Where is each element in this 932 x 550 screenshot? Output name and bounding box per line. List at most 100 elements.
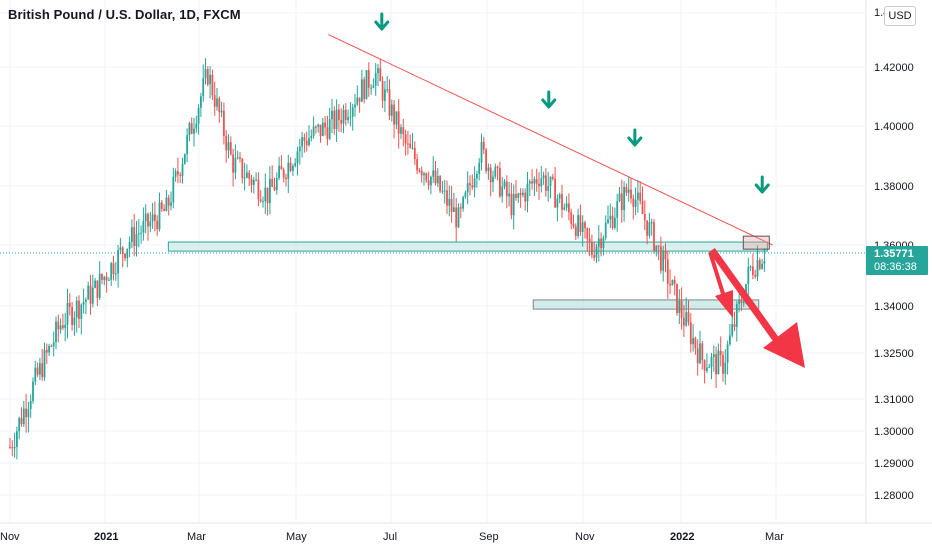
- candle-body: [657, 245, 660, 247]
- candle-body: [271, 178, 274, 187]
- candle-body: [565, 203, 568, 208]
- price-tick-label: 1.28000: [874, 490, 914, 502]
- candle-body: [128, 241, 131, 249]
- candle-body: [482, 141, 485, 150]
- candle-body: [64, 324, 67, 328]
- candle-body: [747, 266, 750, 285]
- time-tick-label: Nov: [575, 531, 595, 543]
- candle-body: [678, 300, 681, 314]
- candle-body: [551, 176, 554, 179]
- candle-body: [669, 283, 671, 286]
- candle-body: [614, 217, 616, 228]
- candle-body: [172, 176, 175, 203]
- candle-body: [694, 338, 697, 349]
- candle-body: [365, 70, 368, 100]
- candle-body: [9, 447, 11, 448]
- candle-body: [89, 285, 92, 304]
- currency-button[interactable]: USD: [884, 6, 916, 26]
- candle-body: [752, 266, 754, 275]
- candle-body: [623, 186, 625, 211]
- candle-body: [409, 143, 412, 148]
- candle-body: [303, 137, 306, 141]
- candle-body: [18, 418, 21, 432]
- candle-body: [395, 111, 398, 125]
- candle-body: [630, 189, 632, 199]
- projection-arrow-short-shaft: [708, 251, 727, 301]
- candle-body: [363, 79, 366, 100]
- candle-body: [105, 276, 108, 281]
- candle-body: [588, 238, 591, 243]
- candle-body: [379, 68, 382, 82]
- candle-body: [158, 202, 161, 230]
- candle-body: [558, 194, 561, 199]
- candle-body: [315, 126, 317, 128]
- candle-body: [289, 162, 292, 171]
- candle-body: [223, 110, 225, 137]
- candle-body: [305, 140, 308, 146]
- candle-body: [298, 146, 301, 152]
- candle-body: [110, 263, 113, 280]
- candle-body: [680, 300, 683, 318]
- candle-body: [39, 363, 41, 375]
- time-tick-label: 2021: [94, 531, 118, 543]
- candle-body: [756, 260, 759, 277]
- candle-body: [522, 192, 524, 196]
- candle-body: [393, 104, 395, 125]
- candle-body: [372, 85, 375, 88]
- candle-body: [377, 68, 379, 74]
- candle-body: [94, 280, 96, 288]
- candle-body: [404, 134, 407, 144]
- candle-body: [683, 317, 685, 326]
- candle-body: [547, 186, 550, 191]
- symbol-title[interactable]: British Pound / U.S. Dollar, 1D, FXCM: [8, 7, 241, 22]
- candle-body: [59, 325, 62, 330]
- candle-body: [216, 98, 218, 107]
- candle-body: [103, 276, 106, 280]
- candle-body: [738, 300, 740, 305]
- candle-body: [618, 193, 621, 202]
- time-axis[interactable]: Nov 2021 Mar May Jul Sep Nov 2022 Mar: [0, 531, 784, 543]
- candle-body: [692, 338, 694, 345]
- candle-body: [729, 335, 731, 345]
- candle-body: [36, 367, 39, 375]
- candle-body: [450, 198, 453, 212]
- time-tick-label: Nov: [0, 531, 20, 543]
- candle-body: [250, 178, 253, 185]
- candle-body: [287, 162, 290, 180]
- candle-body: [572, 223, 575, 227]
- candle-body: [328, 119, 331, 139]
- candle-body: [586, 228, 589, 239]
- candle-body: [676, 283, 678, 314]
- candle-body: [149, 221, 152, 227]
- candle-body: [310, 135, 313, 139]
- candle-body: [354, 104, 356, 108]
- support-zone: [167, 241, 768, 252]
- candle-body: [384, 89, 386, 101]
- candle-body: [650, 222, 653, 224]
- candle-body: [87, 285, 90, 300]
- candle-body: [342, 109, 345, 124]
- candle-body: [186, 135, 188, 154]
- candle-body: [545, 175, 547, 191]
- arrow-down-head: [374, 20, 390, 31]
- candle-body: [540, 178, 543, 187]
- candle-body: [579, 215, 582, 233]
- candle-body: [478, 162, 481, 174]
- breakout-box: [742, 235, 770, 250]
- candle-body: [225, 136, 228, 151]
- candle-body: [505, 181, 508, 197]
- candle-body: [147, 213, 149, 227]
- candle-body: [156, 220, 159, 230]
- candle-body: [574, 226, 577, 237]
- price-tick-label: 1.30000: [874, 426, 914, 438]
- candle-body: [55, 321, 57, 343]
- candle-body: [246, 172, 248, 178]
- candle-body: [724, 362, 727, 374]
- price-axis[interactable]: 1.44000 1.42000 1.40000 1.38000 1.36000 …: [874, 7, 914, 502]
- candle-body: [455, 207, 458, 228]
- arrow-down-icon: [627, 128, 643, 147]
- candle-body: [32, 381, 34, 401]
- candle-body: [620, 193, 623, 211]
